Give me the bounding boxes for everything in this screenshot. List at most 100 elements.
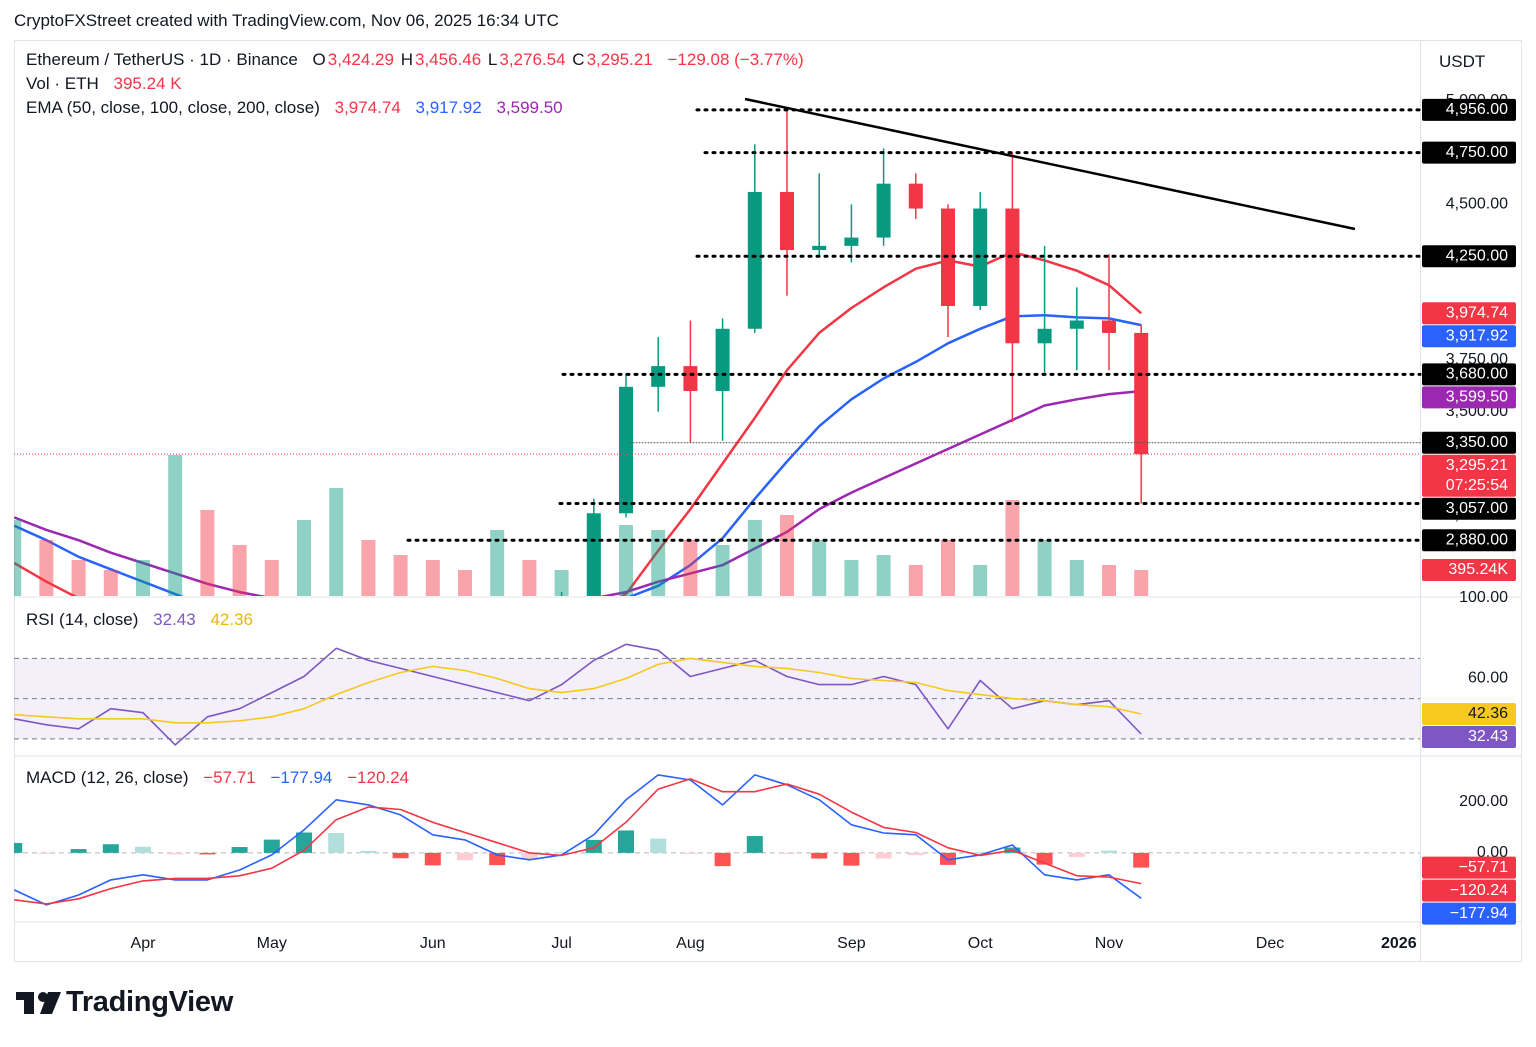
volume-legend: Vol · ETH 395.24 K (26, 74, 184, 94)
macd-histogram-bar (1101, 850, 1117, 853)
macd-histogram-bar (70, 849, 87, 853)
macd-histogram-bar (650, 838, 667, 853)
signal-line (14, 778, 1142, 905)
macd-label: −177.94 (1450, 905, 1508, 922)
macd-histogram-bar (1133, 852, 1150, 868)
macd-histogram-bar (199, 852, 216, 855)
macd-histogram-bar (296, 832, 312, 853)
level-label: 3,057.00 (1446, 500, 1508, 517)
volume-bar (393, 555, 408, 596)
ema-label-bg (1422, 302, 1516, 325)
candle-body (844, 237, 859, 246)
rsi-ma-value: 42.36 (210, 610, 253, 629)
macd-histogram-bar (392, 852, 409, 859)
candle-body (651, 366, 666, 387)
last-price-label-bg (1422, 454, 1516, 497)
macd-label: −120.24 (1450, 882, 1508, 899)
ohlc-key: H (400, 50, 413, 69)
volume-bar (812, 540, 827, 596)
y-tick-label: 60.00 (1468, 670, 1508, 687)
credit-line: CryptoFXStreet created with TradingView.… (14, 11, 559, 30)
level-label: 3,350.00 (1446, 434, 1508, 451)
macd-histogram-bar (360, 850, 377, 853)
last-price-label: 07:25:54 (1446, 477, 1508, 494)
macd-histogram-bar (135, 846, 151, 853)
volume-bar (619, 525, 633, 596)
rsi-label: 32.43 (1468, 728, 1508, 745)
macd-histogram-bar (779, 852, 795, 854)
y-tick-label: 200.00 (1459, 793, 1508, 810)
level-label-bg (1422, 98, 1516, 121)
volume-bar (71, 560, 86, 596)
candle-body (1069, 320, 1084, 329)
level-label-bg (1422, 363, 1516, 386)
ema-value: 3,599.50 (496, 98, 563, 117)
candle-body (1005, 208, 1020, 344)
macd-value: −177.94 (270, 768, 333, 787)
ema-label: 3,974.74 (1446, 305, 1508, 322)
level-label: 2,880.00 (1446, 531, 1508, 548)
level-label: 4,750.00 (1446, 144, 1508, 161)
volume-bar (1102, 565, 1116, 596)
ema-title: EMA (50, close, 100, close, 200, close) (26, 98, 320, 117)
x-tick-label: Apr (131, 935, 157, 952)
volume-bar (908, 565, 923, 596)
volume-bar (683, 540, 698, 596)
macd-histogram-bar (102, 844, 119, 853)
rsi-line (14, 643, 1142, 746)
x-tick-label: May (257, 935, 287, 952)
candle-body (586, 513, 601, 596)
rsi-label-bg (1422, 726, 1516, 749)
level-label: 4,250.00 (1446, 247, 1508, 264)
macd-legend: MACD (12, 26, close) −57.71 −177.94 −120… (26, 768, 411, 788)
volume-bar (522, 560, 537, 596)
candle-body (1102, 320, 1116, 333)
ema-value: 3,974.74 (334, 98, 401, 117)
candle-body (715, 328, 730, 391)
price-axis: 3,000.003,500.003,750.004,500.005,000.00… (1422, 92, 1516, 925)
ema-label-bg (1422, 325, 1516, 348)
macd-histogram-bar (1068, 852, 1085, 857)
candle-body (555, 604, 569, 622)
x-tick-label: Nov (1095, 935, 1123, 952)
volume-bar (168, 454, 183, 596)
rsi-label: 42.36 (1468, 705, 1508, 722)
volume-bar (329, 487, 344, 596)
change-value: −129.08 (−3.77%) (667, 50, 804, 69)
level-label: 3,680.00 (1446, 366, 1508, 383)
volume-bar (844, 560, 859, 596)
volume-bar (232, 545, 247, 596)
macd-histogram-bar (875, 852, 892, 859)
volume-bar (39, 540, 54, 596)
level-label-bg (1422, 141, 1516, 164)
candle-body (683, 366, 698, 391)
x-tick-label: Sep (837, 935, 866, 952)
macd-histogram-bar (972, 852, 989, 854)
macd-histogram-bar (263, 839, 280, 853)
volume-bar (715, 545, 730, 596)
macd-histogram-bar (521, 852, 538, 860)
volume-bar (361, 540, 376, 596)
macd-histogram-bar (746, 836, 763, 853)
volume-bar (103, 570, 118, 596)
volume-bar (651, 530, 666, 596)
ema-value: 3,917.92 (415, 98, 482, 117)
logo-text: TradingView (66, 986, 233, 1018)
rsi-label-bg (1422, 703, 1516, 726)
volume-bar (1069, 560, 1084, 596)
ema-legend: EMA (50, close, 100, close, 200, close) … (26, 98, 565, 118)
ema-label: 3,599.50 (1446, 389, 1508, 406)
volume-bar (747, 520, 762, 596)
x-tick-label: Aug (676, 935, 704, 952)
macd-histogram-bar (618, 830, 634, 853)
x-tick-label: Oct (968, 935, 993, 952)
volume-bar (780, 515, 794, 596)
x-tick-label: Jun (420, 935, 446, 952)
volume-bar (458, 570, 472, 596)
level-label-bg (1422, 529, 1516, 552)
last-price-label: 3,295.21 (1446, 457, 1508, 474)
volume-value: 395.24 K (113, 74, 182, 93)
ohlc-value: 3,456.46 (414, 50, 482, 69)
volume-bar (554, 570, 569, 596)
